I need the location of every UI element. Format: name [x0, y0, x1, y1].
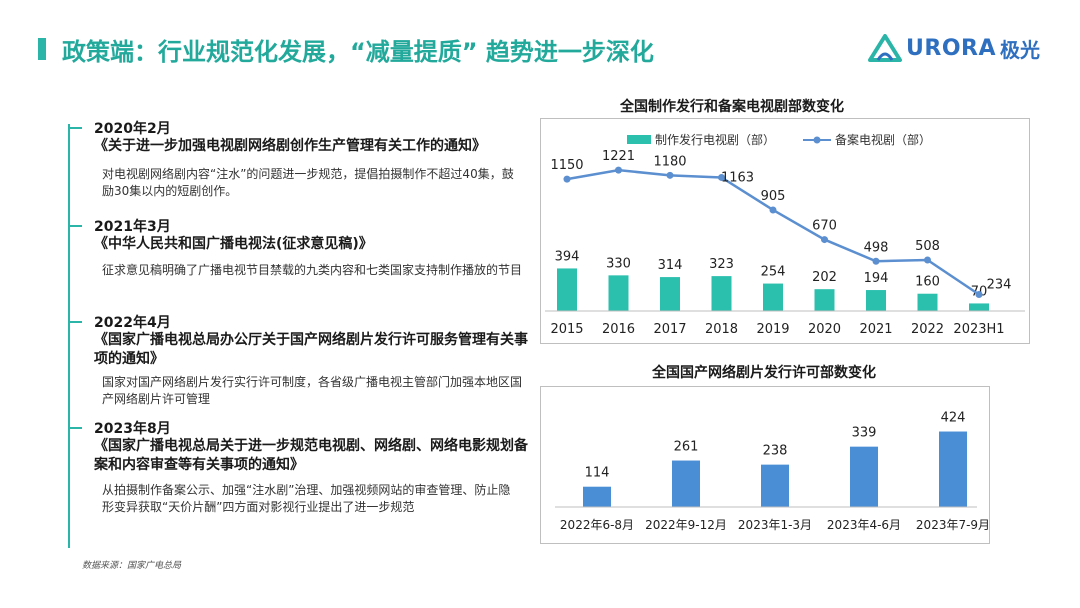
timeline-tick [68, 127, 82, 129]
legend-marker-line [813, 136, 821, 144]
x-tick-2023年7-9月: 2023年7-9月 [916, 518, 989, 532]
chart2-frame: 114 261 238 339 424 2022年6-8月 2022年9-12月 2023年1… [540, 386, 990, 544]
line-point-2017 [666, 171, 674, 179]
bar-2018 [711, 276, 732, 311]
timeline-document: 《关于进一步加强电视剧网络剧创作生产管理有关工作的通知》 [94, 138, 486, 154]
title-accent-bar [38, 38, 46, 60]
timeline-date: 2022年4月 [94, 315, 171, 331]
chart2-svg: 114 261 238 339 424 2022年6-8月 2022年9-12月 2023年1… [555, 411, 990, 532]
chart1-frame: 制作发行电视剧（部） 备案电视剧（部） 394 330 314 323 254 202 194 1… [540, 118, 1030, 344]
line-label-2018: 1163 [721, 170, 754, 185]
bar-label-2022年9-12月: 261 [674, 440, 699, 455]
legend-swatch-bars [627, 135, 651, 144]
timeline-description: 国家对国产网络剧片发行实行许可制度，各省级广播电视主管部门加强本地区国产网络剧片… [102, 375, 523, 406]
line-label-2023H1: 234 [987, 278, 1012, 293]
x-tick-2023年1-3月: 2023年1-3月 [738, 518, 812, 532]
bar-label-2017: 314 [658, 258, 683, 273]
line-label-2019: 905 [761, 189, 786, 204]
bar-2023年4-6月 [850, 446, 878, 507]
bar-2022年9-12月 [672, 460, 700, 507]
bar-label-2023年4-6月: 339 [852, 426, 877, 441]
line-point-2020 [821, 236, 828, 244]
timeline-tick [68, 225, 82, 227]
logo-cn: 极光 [1000, 37, 1040, 62]
x-tick-2016: 2016 [602, 322, 635, 337]
bar-label-2015: 394 [555, 249, 580, 264]
x-tick-2022: 2022 [911, 322, 944, 337]
timeline-date: 2021年3月 [94, 219, 171, 235]
chart2-title: 全国国产网络剧片发行许可部数变化 [652, 365, 876, 381]
timeline-description: 征求意见稿明确了广播电视节目禁载的九类内容和七类国家支持制作播放的节目 [102, 263, 523, 277]
bar-2015 [557, 268, 577, 311]
legend-label-line: 备案电视剧（部） [835, 132, 931, 147]
bar-label-2020: 202 [812, 270, 837, 285]
logo-text: URORA [906, 35, 996, 61]
line-label-2017: 1180 [653, 154, 686, 169]
aurora-logo-icon [868, 34, 903, 62]
line-label-2022: 508 [915, 239, 940, 254]
logo: URORA 极光 [868, 34, 1040, 62]
line-label-2021: 498 [864, 240, 889, 255]
bar-2023年7-9月 [939, 431, 967, 507]
bar-2022年6-8月 [583, 486, 611, 507]
bar-label-2022年6-8月: 114 [585, 466, 610, 481]
bar-2016 [608, 275, 629, 311]
bar-label-2018: 323 [709, 257, 734, 272]
page-title: 政策端：行业规范化发展，“减量提质” 趋势进一步深化 [62, 38, 654, 66]
timeline-date: 2023年8月 [94, 421, 171, 437]
x-tick-2017: 2017 [653, 322, 686, 337]
line-label-2015: 1150 [550, 158, 583, 173]
timeline-document: 《国家广播电视总局办公厅关于国产网络剧片发行许可服务管理有关事项的通知》 [94, 332, 528, 367]
x-tick-2022年9-12月: 2022年9-12月 [645, 518, 727, 532]
bar-2021 [866, 290, 886, 311]
bar-2020 [814, 289, 835, 311]
bar-label-2021: 194 [864, 271, 889, 286]
line-label-2020: 670 [812, 219, 837, 234]
bar-label-2023年7-9月: 424 [941, 411, 966, 426]
x-tick-2023年4-6月: 2023年4-6月 [827, 518, 901, 532]
x-tick-2018: 2018 [705, 322, 738, 337]
line-label-2016: 1221 [602, 149, 635, 164]
chart1-title: 全国制作发行和备案电视剧部数变化 [620, 99, 844, 115]
bar-label-2022: 160 [915, 275, 940, 290]
timeline-tick [68, 427, 82, 429]
x-tick-2015: 2015 [550, 322, 583, 337]
line-point-2021 [872, 257, 880, 265]
bar-2017 [660, 277, 680, 311]
timeline-tick [68, 321, 82, 323]
legend-label-bars: 制作发行电视剧（部） [655, 132, 775, 147]
timeline-document: 《国家广播电视总局关于进一步规范电视剧、网络剧、网络电影规划备案和内容审查等有关… [94, 438, 528, 473]
bar-2023年1-3月 [761, 464, 789, 507]
timeline-document: 《中华人民共和国广播电视法(征求意见稿)》 [94, 236, 373, 252]
policy-timeline: 2020年2月 《关于进一步加强电视剧网络剧创作生产管理有关工作的通知》 对电视… [60, 118, 530, 558]
timeline-date: 2020年2月 [94, 121, 171, 137]
data-source-note: 数据来源：国家广电总局 [82, 561, 182, 571]
line-point-2023H1 [975, 291, 983, 299]
chart1-legend: 制作发行电视剧（部） 备案电视剧（部） [627, 132, 931, 147]
line-point-2022 [924, 256, 931, 264]
bar-label-2016: 330 [606, 256, 631, 271]
x-tick-2019: 2019 [756, 322, 789, 337]
line-point-2015 [563, 175, 571, 183]
bar-2019 [763, 283, 783, 311]
bar-2023H1 [969, 303, 989, 311]
x-tick-2023H1: 2023H1 [953, 322, 1004, 337]
timeline-description: 从拍摄制作备案公示、加强“注水剧”治理、加强视频网站的审查管理、防止隐形变异获取… [102, 483, 511, 514]
timeline-description: 对电视剧网络剧内容“注水”的问题进一步规范，提倡拍摄制作不超过40集，鼓励30集… [102, 167, 514, 198]
line-point-2019 [769, 206, 777, 214]
bar-2022 [917, 293, 938, 311]
chart1-svg: 制作发行电视剧（部） 备案电视剧（部） 394 330 314 323 254 202 194 1… [545, 132, 1025, 337]
line-point-2016 [615, 166, 622, 174]
x-tick-2020: 2020 [808, 322, 841, 337]
bar-label-2023年1-3月: 238 [763, 444, 788, 459]
x-tick-2022年6-8月: 2022年6-8月 [560, 518, 634, 532]
line-point-2018 [718, 173, 725, 181]
x-tick-2021: 2021 [859, 322, 892, 337]
timeline-line [68, 124, 70, 548]
bar-label-2019: 254 [761, 265, 786, 280]
